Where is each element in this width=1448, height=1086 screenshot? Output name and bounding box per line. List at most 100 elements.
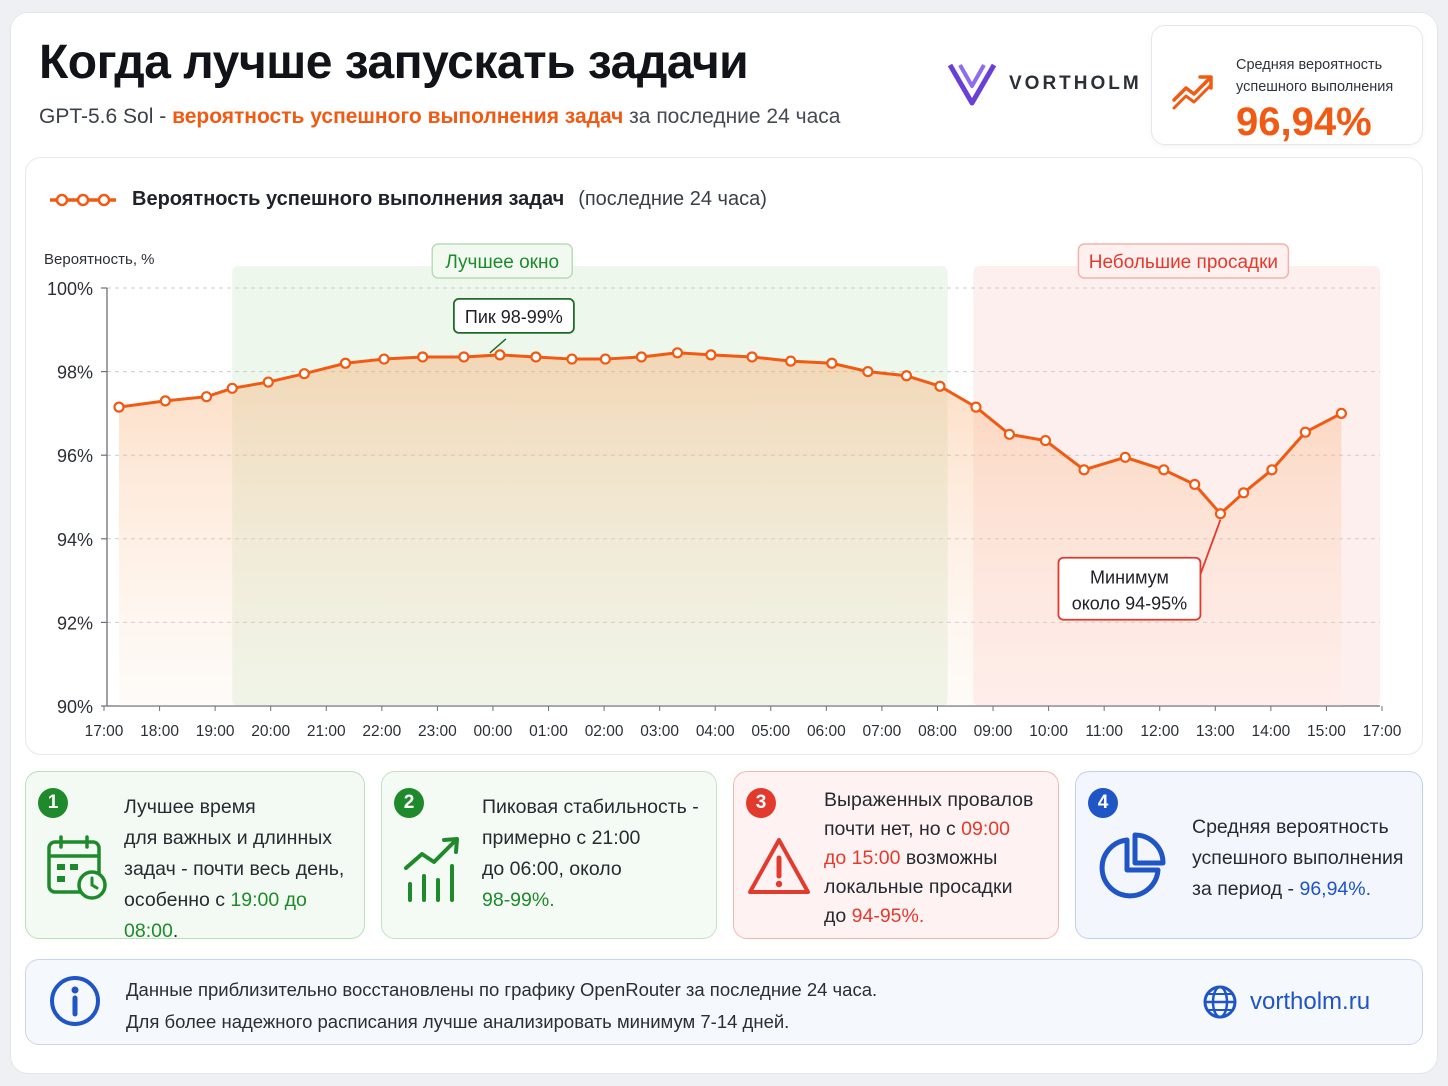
peak-annotation-box: [452, 297, 575, 334]
card-line: до 15:00 возможны: [824, 844, 1033, 873]
series-point: [159, 395, 171, 407]
subtitle-accent: вероятность успешного выполнения задач: [172, 105, 624, 128]
footer-note: Данные приблизительно восстановлены по г…: [25, 959, 1423, 1045]
card-value-highlight: 98-99%.: [482, 889, 555, 911]
series-point: [1238, 487, 1250, 499]
brand-name: VORTHOLM: [1009, 73, 1142, 94]
x-tick-label: 14:00: [1251, 723, 1290, 740]
card-line-text: особенно с: [124, 889, 231, 911]
card-line-text: возможны: [900, 847, 998, 869]
brand-logo: VORTHOLM: [947, 61, 1142, 107]
chart-title-note: (последние 24 часа): [578, 188, 767, 210]
series-point: [458, 351, 470, 363]
x-tick-label: 17:00: [85, 723, 124, 740]
series-point: [378, 353, 390, 365]
card-line: Пиковая стабильность -: [482, 796, 699, 818]
footer-line: Для более надежного расписания лучше ана…: [126, 1011, 790, 1032]
bar-chart-growth-icon: [404, 837, 459, 902]
x-tick-label: 06:00: [807, 723, 846, 740]
chart-title: Вероятность успешного выполнения задач: [132, 188, 565, 210]
series-point: [1158, 464, 1170, 476]
card-number-badge: 4: [1088, 788, 1118, 818]
pie-chart-icon: [1099, 832, 1166, 899]
series-point: [599, 353, 611, 365]
card-line: локальные просадки: [824, 876, 1013, 898]
series-point: [262, 376, 274, 388]
card-value-highlight: 94-95%.: [851, 905, 925, 927]
card-line: Средняя вероятность: [1192, 816, 1389, 838]
stat-label: Средняя вероятность успешного выполнения: [1236, 54, 1416, 98]
card-text: Выраженных провалов почти нет, но с 09:0…: [824, 786, 1033, 931]
card-line: Лучшее время: [124, 796, 256, 818]
series-point: [113, 401, 125, 413]
x-tick-label: 10:00: [1029, 723, 1068, 740]
card-text: Средняя вероятность успешного выполнения…: [1192, 812, 1403, 905]
x-tick-label: 15:00: [1307, 723, 1346, 740]
model-name: GPT-5.6 Sol -: [39, 105, 167, 128]
x-tick-label: 11:00: [1085, 723, 1123, 740]
average-stat-card: Средняя вероятность успешного выполнения…: [1151, 25, 1423, 145]
card-time-highlight: 19:00: [230, 889, 280, 911]
website-link[interactable]: vortholm.ru: [1202, 984, 1370, 1020]
card-number-badge: 3: [746, 788, 776, 818]
page-subtitle: GPT-5.6 Sol - вероятность успешного выпо…: [39, 105, 840, 129]
x-tick-label: 23:00: [418, 723, 457, 740]
region-label: Лучшее окно: [445, 252, 559, 273]
card-line: Выраженных провалов: [824, 789, 1034, 811]
card-line-text: почти нет, но с: [824, 818, 962, 840]
series-point: [1266, 464, 1278, 476]
series-point: [934, 380, 946, 392]
card-line: для важных и длинных: [124, 827, 332, 849]
info-card-peak-stability: 2 Пиковая стабильность - примерно с 21:0…: [381, 771, 717, 939]
series-point: [1189, 478, 1201, 491]
stat-label-line2: успешного выполнения: [1236, 79, 1394, 95]
series-point: [970, 401, 982, 413]
y-tick-label: 90%: [57, 697, 93, 717]
series-point: [417, 351, 429, 363]
min-annotation-text: около 94-95%: [1072, 594, 1187, 614]
x-tick-label: 02:00: [585, 723, 624, 740]
series-point: [494, 349, 506, 361]
series-point: [1119, 451, 1131, 463]
x-tick-label: 01:00: [529, 723, 568, 740]
calendar-clock-icon: [47, 835, 107, 900]
series-point: [566, 353, 578, 365]
series-point: [1299, 426, 1311, 438]
region-label: Небольшие просадки: [1089, 252, 1278, 273]
card-line-text: до: [824, 905, 852, 927]
region-label-box: [1077, 243, 1290, 279]
footer-text: Данные приблизительно восстановлены по г…: [126, 974, 877, 1038]
series-point: [530, 351, 542, 363]
series-point: [339, 357, 352, 369]
page-title: Когда лучше запускать задачи: [39, 36, 749, 89]
x-tick-label: 21:00: [307, 723, 346, 740]
footer-line: Данные приблизительно восстановлены по г…: [126, 979, 878, 1000]
min-annotation-pointer: [1197, 519, 1222, 581]
series-point: [1003, 428, 1016, 440]
series-point: [785, 355, 797, 367]
info-card-average: 4 Средняя вероятность успешного выполнен…: [1075, 771, 1423, 939]
card-time-highlight: 08:00: [124, 920, 173, 942]
series-point: [226, 382, 238, 394]
card-number-badge: 2: [394, 788, 424, 818]
stat-value: 96,94%: [1236, 100, 1372, 144]
card-value-highlight: 96,94%.: [1299, 878, 1372, 900]
x-tick-label: 20:00: [251, 723, 290, 740]
card-time-highlight: до 15:00: [824, 847, 901, 869]
series-point: [1335, 407, 1347, 419]
x-tick-label: 05:00: [751, 723, 790, 740]
website-url[interactable]: vortholm.ru: [1250, 988, 1371, 1015]
chart-legend: Вероятность успешного выполнения задач (…: [48, 188, 767, 211]
x-tick-label: 07:00: [863, 723, 902, 740]
card-text: Пиковая стабильность - примерно с 21:00 …: [482, 792, 699, 916]
card-line: примерно с 21:00: [482, 827, 641, 849]
card-line: до 94-95%.: [824, 902, 1033, 931]
y-axis-label: Вероятность, %: [44, 251, 155, 268]
card-line: за период - 96,94%.: [1192, 874, 1403, 905]
series-point: [1039, 434, 1052, 447]
globe-icon: [1203, 985, 1237, 1019]
series-point: [1214, 508, 1227, 520]
series-point: [298, 368, 310, 380]
peak-annotation-pointer: [489, 338, 507, 354]
stat-label-line1: Средняя вероятность: [1236, 57, 1383, 73]
